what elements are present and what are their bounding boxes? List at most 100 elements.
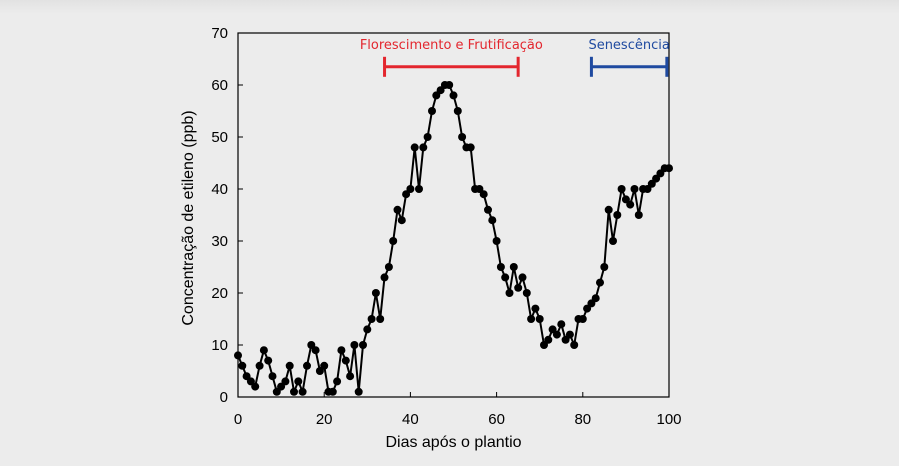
data-point — [492, 237, 501, 245]
data-point — [514, 283, 523, 292]
x-tick-label: 0 — [234, 411, 242, 428]
data-point — [268, 372, 277, 381]
data-point — [255, 361, 264, 370]
data-point — [376, 315, 385, 323]
data-point — [449, 91, 458, 100]
data-point — [294, 377, 303, 386]
axis-ticks: 0 20 40 60 80 100 0 10 20 30 40 50 60 70 — [211, 25, 681, 428]
phase-label: Florescimento e Frutificação — [360, 38, 543, 53]
x-tick-label: 60 — [488, 411, 505, 428]
data-point — [634, 211, 643, 219]
data-point — [328, 387, 337, 396]
top-bar — [0, 0, 899, 14]
y-tick-label: 0 — [220, 389, 228, 406]
data-point — [445, 81, 454, 89]
data-point — [496, 263, 505, 271]
data-point — [484, 205, 492, 214]
data-point — [626, 200, 635, 209]
data-point — [423, 133, 432, 141]
data-point — [251, 382, 260, 391]
y-tick-label: 50 — [211, 129, 228, 146]
y-tick-label: 10 — [211, 337, 228, 354]
data-point — [527, 315, 536, 323]
data-point — [600, 263, 609, 271]
data-point — [234, 351, 242, 360]
data-point — [570, 341, 579, 349]
x-tick-label: 20 — [316, 411, 333, 428]
data-point — [531, 304, 540, 313]
data-point — [488, 216, 497, 225]
y-tick-label: 40 — [211, 181, 228, 198]
data-point — [613, 211, 622, 219]
data-point — [298, 387, 307, 396]
data-point — [264, 356, 273, 365]
phase-senescence: Senescência — [588, 38, 670, 77]
data-point — [320, 361, 329, 370]
phase-label: Senescência — [588, 38, 669, 53]
data-point — [453, 107, 462, 115]
phase-flowering: Florescimento e Frutificação — [360, 38, 543, 77]
data-point — [458, 133, 467, 141]
data-point — [578, 315, 587, 323]
data-point — [604, 205, 613, 214]
phase-annotations: Florescimento e Frutificação Senescência — [360, 38, 670, 77]
y-tick-label: 30 — [211, 233, 228, 250]
data-point — [419, 143, 428, 152]
data-point — [535, 315, 544, 323]
plot-frame — [237, 32, 670, 398]
data-point — [479, 190, 488, 199]
series-line — [237, 84, 669, 393]
data-point — [630, 185, 639, 193]
data-point — [397, 216, 406, 225]
data-point — [259, 346, 268, 355]
data-point — [596, 278, 604, 287]
data-point — [337, 346, 346, 355]
data-point — [501, 273, 510, 282]
data-point — [346, 372, 355, 381]
data-point — [350, 341, 359, 349]
x-tick-label: 100 — [656, 411, 681, 428]
data-point — [238, 361, 247, 370]
data-point — [333, 377, 342, 386]
data-point — [609, 237, 617, 245]
data-point — [341, 356, 350, 365]
data-point — [665, 164, 673, 173]
data-point — [552, 330, 561, 339]
data-point — [380, 273, 389, 282]
data-point — [371, 289, 380, 297]
data-point — [363, 325, 372, 334]
data-point — [406, 185, 415, 193]
x-tick-label: 80 — [574, 411, 591, 428]
data-point — [505, 289, 514, 297]
y-tick-label: 20 — [211, 285, 228, 302]
data-point — [359, 341, 367, 349]
data-point — [354, 387, 363, 396]
data-point — [518, 273, 527, 282]
y-axis-title: Concentração de etileno (ppb) — [180, 110, 197, 325]
data-point — [544, 335, 553, 344]
data-point — [311, 346, 320, 355]
x-axis-title: Dias após o plantio — [385, 434, 521, 451]
data-point — [428, 107, 436, 115]
data-point — [509, 263, 518, 271]
data-point — [367, 315, 376, 323]
data-point — [522, 289, 531, 297]
data-point — [617, 185, 626, 193]
data-point — [281, 377, 290, 386]
y-tick-label: 70 — [211, 25, 228, 42]
data-point — [557, 320, 566, 329]
plot-border — [237, 32, 670, 398]
y-tick-label: 60 — [211, 77, 228, 94]
series-ethylene — [234, 81, 673, 396]
data-point — [393, 205, 402, 214]
data-point — [410, 143, 419, 152]
data-point — [415, 185, 423, 193]
data-point — [389, 237, 398, 245]
data-point — [591, 294, 600, 303]
data-point — [290, 387, 298, 396]
data-point — [285, 361, 294, 370]
data-point — [466, 143, 475, 152]
data-point — [303, 361, 311, 370]
data-point — [565, 330, 574, 339]
